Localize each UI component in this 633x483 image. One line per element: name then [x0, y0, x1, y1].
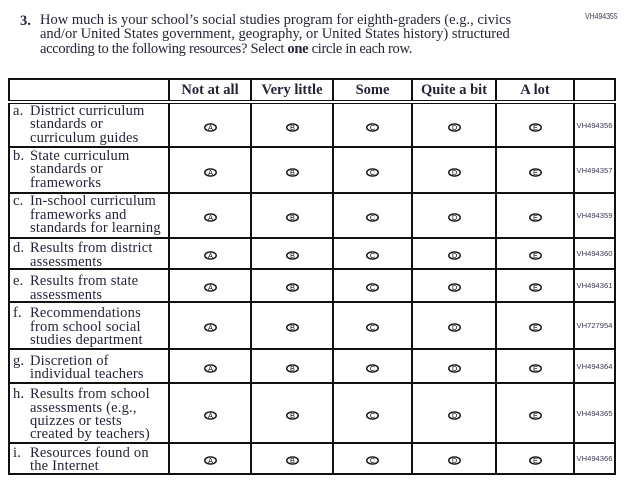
svg-text:B: B	[290, 123, 295, 132]
svg-text:D: D	[451, 323, 456, 332]
svg-text:C: C	[370, 168, 376, 177]
svg-text:A: A	[208, 123, 213, 132]
svg-text:E: E	[533, 364, 538, 373]
svg-text:B: B	[290, 411, 295, 420]
svg-text:C: C	[370, 364, 376, 373]
svg-text:E: E	[533, 411, 538, 420]
svg-text:B: B	[290, 251, 295, 260]
svg-text:B: B	[290, 168, 295, 177]
svg-text:A: A	[208, 456, 213, 465]
svg-text:E: E	[533, 323, 538, 332]
svg-text:B: B	[290, 456, 295, 465]
svg-text:D: D	[451, 251, 456, 260]
svg-text:A: A	[208, 283, 213, 292]
svg-text:A: A	[208, 251, 213, 260]
svg-text:C: C	[370, 123, 376, 132]
svg-text:D: D	[451, 364, 456, 373]
svg-text:D: D	[451, 213, 456, 222]
svg-text:A: A	[208, 364, 213, 373]
svg-text:D: D	[451, 168, 456, 177]
svg-text:C: C	[370, 251, 376, 260]
svg-text:E: E	[533, 123, 538, 132]
svg-text:D: D	[451, 456, 456, 465]
svg-text:B: B	[290, 213, 295, 222]
svg-text:A: A	[208, 168, 213, 177]
svg-text:E: E	[533, 251, 538, 260]
svg-text:E: E	[533, 456, 538, 465]
svg-text:C: C	[370, 456, 376, 465]
svg-text:D: D	[451, 123, 456, 132]
svg-text:E: E	[533, 168, 538, 177]
svg-text:C: C	[370, 323, 376, 332]
svg-text:C: C	[370, 283, 376, 292]
svg-text:C: C	[370, 411, 376, 420]
svg-text:E: E	[533, 213, 538, 222]
svg-text:B: B	[290, 364, 295, 373]
svg-text:A: A	[208, 213, 213, 222]
svg-text:D: D	[451, 411, 456, 420]
svg-text:A: A	[208, 323, 213, 332]
svg-text:E: E	[533, 283, 538, 292]
svg-text:B: B	[290, 323, 295, 332]
svg-text:D: D	[451, 283, 456, 292]
svg-text:A: A	[208, 411, 213, 420]
svg-text:B: B	[290, 283, 295, 292]
svg-text:C: C	[370, 213, 376, 222]
